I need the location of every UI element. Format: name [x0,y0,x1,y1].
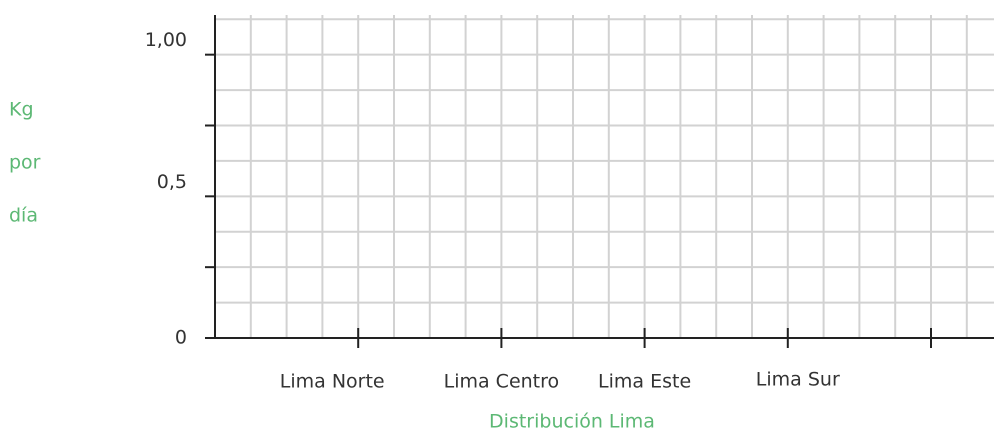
y-tick-label: 0,5 [157,171,187,193]
x-tick-label: Lima Norte [280,371,385,393]
x-tick-label: Lima Centro [444,371,560,393]
y-tick-label: 0 [175,327,187,349]
y-axis-label: día [9,205,38,227]
x-axis-label: Distribución Lima [489,411,655,433]
y-axis-label: por [9,152,41,174]
x-tick-label: Lima Sur [756,369,840,391]
x-tick-label: Lima Este [598,371,691,393]
y-tick-label: 1,00 [145,29,187,51]
y-axis-label: Kg [9,99,34,121]
